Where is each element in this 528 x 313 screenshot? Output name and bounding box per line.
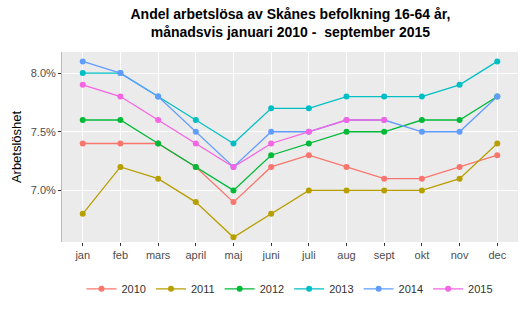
svg-text:okt: okt (415, 249, 430, 261)
svg-text:2013: 2013 (329, 283, 353, 295)
svg-text:8.0%: 8.0% (31, 67, 56, 79)
svg-text:2015: 2015 (468, 283, 492, 295)
svg-text:april: april (185, 249, 206, 261)
svg-text:juli: juli (301, 249, 315, 261)
svg-text:feb: feb (113, 249, 128, 261)
svg-text:2011: 2011 (191, 283, 215, 295)
svg-text:2014: 2014 (399, 283, 423, 295)
svg-text:nov: nov (451, 249, 469, 261)
svg-text:Arbetslöshet: Arbetslöshet (9, 110, 24, 183)
svg-text:Andel arbetslösa av Skånes bef: Andel arbetslösa av Skånes befolkning 16… (130, 6, 450, 40)
svg-text:dec: dec (488, 249, 506, 261)
svg-text:2010: 2010 (122, 283, 146, 295)
svg-text:aug: aug (337, 249, 355, 261)
svg-text:juni: juni (262, 249, 280, 261)
svg-text:7.0%: 7.0% (31, 184, 56, 196)
svg-text:jan: jan (74, 249, 90, 261)
svg-text:maj: maj (225, 249, 243, 261)
svg-text:sept: sept (374, 249, 395, 261)
svg-text:2012: 2012 (260, 283, 284, 295)
svg-text:7.5%: 7.5% (31, 126, 56, 138)
svg-text:mars: mars (146, 249, 171, 261)
